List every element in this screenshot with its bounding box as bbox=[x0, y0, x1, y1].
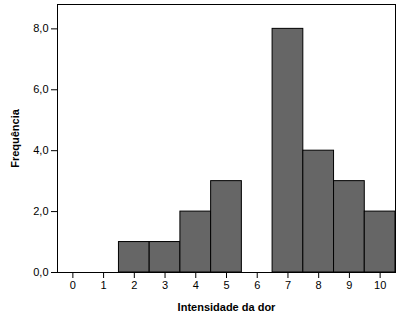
svg-text:8: 8 bbox=[316, 279, 322, 291]
svg-text:0,0: 0,0 bbox=[33, 266, 48, 278]
svg-text:9: 9 bbox=[346, 279, 352, 291]
svg-text:4,0: 4,0 bbox=[33, 144, 48, 156]
svg-text:3: 3 bbox=[162, 279, 168, 291]
svg-text:10: 10 bbox=[374, 279, 386, 291]
svg-text:6: 6 bbox=[254, 279, 260, 291]
svg-text:1: 1 bbox=[101, 279, 107, 291]
svg-text:Intensidade da dor: Intensidade da dor bbox=[178, 301, 277, 313]
svg-text:8,0: 8,0 bbox=[33, 22, 48, 34]
svg-text:6,0: 6,0 bbox=[33, 83, 48, 95]
svg-text:7: 7 bbox=[285, 279, 291, 291]
svg-text:0: 0 bbox=[70, 279, 76, 291]
svg-text:5: 5 bbox=[223, 279, 229, 291]
svg-text:2: 2 bbox=[131, 279, 137, 291]
svg-text:4: 4 bbox=[193, 279, 199, 291]
svg-text:2,0: 2,0 bbox=[33, 205, 48, 217]
svg-text:Frequência: Frequência bbox=[9, 108, 21, 168]
